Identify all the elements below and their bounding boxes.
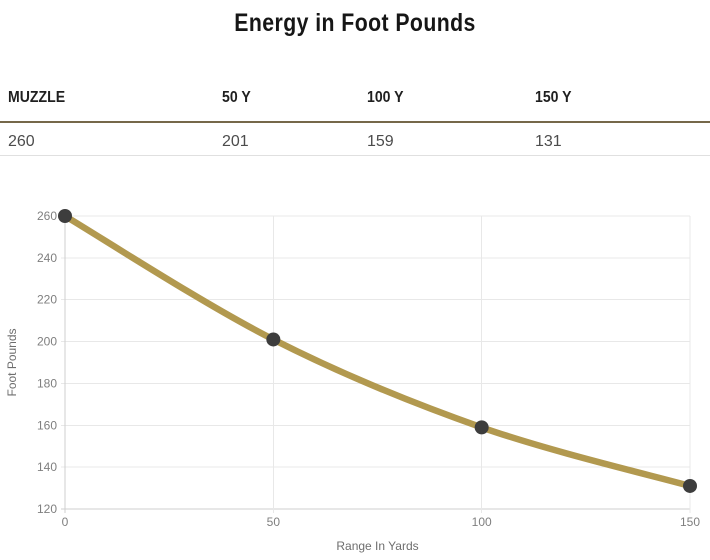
y-axis-title: Foot Pounds: [5, 328, 19, 396]
table-value-150y: 131: [535, 133, 562, 150]
table-header-muzzle: MUZZLE: [8, 89, 66, 106]
table-value-muzzle: 260: [8, 133, 35, 150]
ballistics-table: MUZZLE 50 Y 100 Y 150 Y 260 201 159 131: [0, 90, 710, 156]
x-tick-label: 100: [472, 515, 492, 529]
y-tick-label: 260: [37, 209, 57, 223]
table-value-50y: 201: [222, 133, 249, 150]
y-tick-label: 160: [37, 418, 57, 432]
energy-line: [61, 212, 694, 490]
x-axis-title: Range In Yards: [336, 539, 418, 553]
page-title-text: Energy in Foot Pounds: [234, 9, 476, 37]
energy-chart[interactable]: 120 140 160 180 200 220 240 260 0 50 100 150 Range I…: [0, 198, 710, 559]
x-tick-label: 150: [680, 515, 700, 529]
y-tick-label: 200: [37, 335, 57, 349]
y-tick-label: 140: [37, 460, 57, 474]
x-tick-label: 0: [62, 515, 69, 529]
y-tick-label: 220: [37, 293, 57, 307]
table-header-150y: 150 Y: [535, 89, 572, 106]
table-header-100y: 100 Y: [367, 89, 404, 106]
y-tick-label: 180: [37, 376, 57, 390]
data-point[interactable]: [474, 420, 489, 435]
data-point[interactable]: [266, 332, 281, 347]
table-value-row: 260 201 159 131: [0, 123, 710, 156]
data-point[interactable]: [683, 478, 697, 493]
chart-container: 120 140 160 180 200 220 240 260 0 50 100 150 Range I…: [0, 198, 710, 559]
table-header-row: MUZZLE 50 Y 100 Y 150 Y: [0, 90, 710, 123]
table-value-100y: 159: [367, 133, 394, 150]
data-point[interactable]: [58, 209, 72, 223]
y-tick-label: 240: [37, 251, 57, 265]
x-tick-label: 50: [267, 515, 281, 529]
table-header-50y: 50 Y: [222, 89, 251, 106]
page-title: Energy in Foot Pounds: [0, 4, 710, 42]
y-tick-label: 120: [37, 502, 57, 516]
